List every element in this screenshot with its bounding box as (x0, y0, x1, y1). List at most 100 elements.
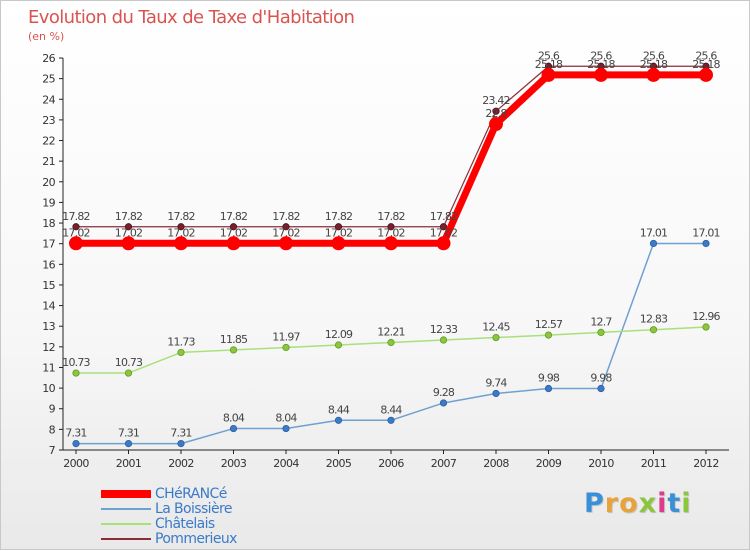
data-label-pommerieux: 17.82 (62, 210, 90, 223)
data-label-pommerieux: 25.6 (643, 49, 665, 62)
data-point-chatelais (649, 326, 658, 334)
data-point-cherance (489, 117, 503, 132)
data-point-cherance (174, 236, 188, 251)
data-point-cherance (69, 236, 83, 251)
legend-label-chatelais: Châtelais (155, 516, 215, 532)
data-label-pommerieux: 25.6 (538, 49, 560, 62)
series-cherance (69, 67, 713, 251)
y-tick-label: 9 (49, 403, 56, 416)
data-label-cherance: 25.18 (692, 58, 720, 71)
data-point-chatelais (229, 346, 238, 354)
data-label-pommerieux: 25.6 (590, 49, 612, 62)
data-point-la-boissiere (72, 440, 80, 448)
data-label-chatelais: 11.85 (220, 333, 248, 346)
data-point-cherance (384, 236, 398, 251)
legend-label-cherance: CHéRANCé (155, 486, 227, 502)
series-pommerieux (72, 62, 710, 231)
data-point-chatelais (72, 369, 80, 377)
x-tick-label: 2002 (168, 457, 194, 470)
y-tick-label: 24 (42, 93, 55, 106)
data-point-pommerieux (387, 223, 395, 231)
logo-letter: i (657, 488, 668, 519)
logo-letter: x (638, 488, 658, 519)
data-point-la-boissiere (439, 399, 448, 407)
legend-label-la-boissiere: La Boissière (155, 501, 232, 517)
data-label-cherance: 25.18 (535, 58, 563, 71)
logo-letter: t (667, 488, 682, 519)
logo-letter: r (604, 488, 620, 519)
data-point-la-boissiere (387, 416, 395, 424)
y-tick-label: 13 (42, 320, 55, 333)
data-point-chatelais (177, 348, 185, 357)
x-tick-label: 2000 (63, 457, 89, 470)
logo-letter: o (619, 488, 639, 519)
legend-swatch-la-boissiere (101, 508, 151, 510)
chart-unit: (en %) (28, 30, 65, 43)
y-tick-label: 7 (49, 444, 56, 457)
data-label-la-boissiere: 7.31 (118, 427, 139, 440)
data-label-chatelais: 12.83 (640, 313, 668, 326)
data-point-la-boissiere (544, 384, 553, 393)
data-label-pommerieux: 23.42 (482, 94, 510, 107)
data-label-cherance: 17.02 (377, 226, 405, 239)
data-label-pommerieux: 17.82 (430, 210, 458, 223)
data-label-pommerieux: 17.82 (167, 210, 195, 223)
data-label-chatelais: 12.96 (692, 310, 720, 323)
x-tick-label: 2003 (221, 457, 247, 470)
data-label-cherance: 17.02 (167, 226, 195, 239)
data-point-chatelais (282, 343, 290, 352)
x-tick-label: 2011 (641, 457, 667, 470)
data-label-la-boissiere: 7.31 (170, 427, 191, 440)
data-point-pommerieux (492, 107, 500, 115)
data-label-pommerieux: 17.82 (115, 210, 143, 223)
data-label-cherance: 17.02 (115, 226, 143, 239)
x-tick-label: 2007 (431, 457, 457, 470)
data-label-cherance: 17.02 (325, 226, 353, 239)
data-label-layer: 17.82 17.82 17.82 17.82 17.82 17.82 17.82 17.82… (62, 49, 721, 440)
data-point-la-boissiere (492, 389, 500, 398)
data-point-pommerieux (124, 223, 133, 231)
y-tick-label: 18 (42, 217, 55, 230)
data-label-pommerieux: 17.82 (325, 210, 353, 223)
x-tick-label: 2004 (273, 457, 299, 470)
data-point-pommerieux (334, 223, 343, 231)
data-point-cherance (646, 67, 661, 82)
data-point-chatelais (544, 331, 553, 339)
y-axis-ticks: 7 8 9 10 11 12 13 14 15 16 17 18 19 20 21 22 23 24 25 26 (42, 52, 63, 457)
data-point-cherance (279, 236, 293, 251)
y-tick-label: 23 (42, 114, 55, 127)
data-label-pommerieux: 17.82 (272, 210, 300, 223)
series-layer (69, 62, 713, 448)
data-point-cherance (594, 67, 608, 82)
data-label-la-boissiere: 8.44 (328, 403, 350, 416)
y-tick-label: 16 (42, 258, 55, 271)
data-label-pommerieux: 17.82 (377, 210, 405, 223)
data-point-cherance (121, 236, 136, 251)
data-point-la-boissiere (282, 424, 290, 433)
y-tick-label: 25 (42, 73, 55, 86)
data-point-pommerieux (72, 223, 80, 231)
data-label-cherance: 17.02 (430, 226, 458, 239)
legend-swatch-chatelais (101, 523, 151, 525)
data-label-la-boissiere: 9.98 (590, 372, 612, 385)
data-point-chatelais (387, 338, 395, 347)
y-tick-label: 15 (42, 279, 55, 292)
series-line-pommerieux (76, 65, 706, 228)
x-tick-label: 2012 (693, 457, 719, 470)
x-tick-label: 2009 (536, 457, 562, 470)
data-point-cherance (699, 67, 713, 82)
y-tick-label: 21 (42, 155, 55, 168)
data-label-cherance: 25.18 (587, 58, 615, 71)
data-point-la-boissiere (649, 239, 658, 248)
x-tick-label: 2005 (326, 457, 352, 470)
data-point-chatelais (124, 369, 133, 377)
data-label-chatelais: 11.97 (272, 330, 300, 343)
y-tick-label: 22 (42, 135, 55, 148)
y-tick-label: 8 (49, 423, 56, 436)
data-label-cherance: 22.8 (485, 107, 507, 120)
y-tick-label: 14 (42, 300, 55, 313)
data-label-chatelais: 12.09 (325, 328, 353, 341)
data-label-cherance: 17.02 (62, 226, 90, 239)
data-label-cherance: 25.18 (640, 58, 668, 71)
